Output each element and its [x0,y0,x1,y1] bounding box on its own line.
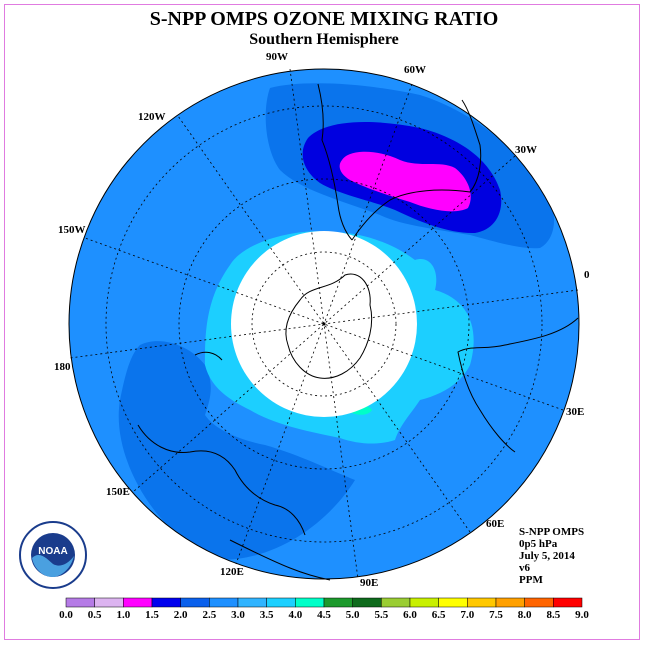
colorbar-swatch [467,597,497,608]
meridian-90w-90e [289,68,359,580]
colorbar-swatch [123,597,153,608]
lon-label-30e: 30E [566,406,584,418]
noaa-logo: NOAA [19,521,87,589]
coastline-new-zealand [194,351,223,361]
colorbar-tick-label: 3.5 [260,609,274,621]
lon-label-0: 0 [584,269,590,281]
lon-label-30w: 30W [515,144,537,156]
lon-label-150e: 150E [106,486,130,498]
lon-label-90w: 90W [266,51,288,63]
info-line-version: v6 [519,562,530,574]
lon-label-90e: 90E [360,577,378,589]
info-block: S-NPP OMPS 0p5 hPa July 5, 2014 v6 PPM [519,526,584,586]
colorbar-swatch [65,597,95,608]
colorbar-swatch [237,597,267,608]
colorbar-tick-label: 9.0 [575,609,589,621]
colorbar-swatch [381,597,411,608]
colorbar-swatch [295,597,325,608]
colorbar: 0.0 0.5 1.0 1.5 2.0 2.5 3.0 3.5 4.0 4.5 5.0 5.5 6.0 6… [59,597,589,621]
chart-title: S-NPP OMPS OZONE MIXING RATIO [149,8,499,30]
colorbar-swatch [180,597,210,608]
colorbar-tick-label: 2.0 [174,609,188,621]
colorbar-tick-label: 2.5 [202,609,216,621]
colorbar-swatch [553,597,583,608]
colorbar-swatch [266,597,296,608]
ozone-field-mid-west [118,341,355,560]
coastline-antarctica [285,273,373,379]
lon-label-60e: 60E [486,518,504,530]
colorbar-tick-label: 0.0 [59,609,73,621]
latitude-circle-inner [251,251,397,397]
colorbar-swatch [524,597,554,608]
coastline-australia [137,424,306,536]
lon-label-120e: 120E [220,566,244,578]
info-line-units: PPM [519,574,543,586]
colorbar-tick-label: 8.0 [518,609,532,621]
ozone-field-max [339,151,471,212]
info-line-level: 0p5 hPa [519,538,558,550]
lon-label-150w: 150W [58,224,86,236]
colorbar-swatch [151,597,181,608]
colorbar-swatch [209,597,239,608]
coastline-indonesia [229,539,331,581]
colorbar-swatch [438,597,468,608]
colorbar-tick-label: 6.0 [403,609,417,621]
colorbar-tick-label: 0.5 [88,609,102,621]
lon-label-120w: 120W [138,111,166,123]
latitude-circle-middle [178,178,470,470]
coastline-south-america [317,83,482,241]
info-line-date: July 5, 2014 [519,550,575,562]
colorbar-tick-label: 7.0 [460,609,474,621]
colorbar-swatch [352,597,382,608]
south-pole-marker [322,322,326,326]
colorbar-tick-label: 5.5 [374,609,388,621]
lon-label-180: 180 [54,361,71,373]
colorbar-tick-label: 5.0 [346,609,360,621]
colorbar-swatch [495,597,525,608]
colorbar-swatch [323,597,353,608]
colorbar-tick-label: 1.5 [145,609,159,621]
colorbar-tick-label: 8.5 [546,609,560,621]
noaa-logo-bird-icon [32,554,74,577]
figure-frame [4,4,640,640]
colorbar-tick-label: 6.5 [432,609,446,621]
colorbar-tick-label: 4.0 [288,609,302,621]
colorbar-tick-label: 7.5 [489,609,503,621]
coastline-africa [457,317,579,453]
colorbar-swatch [409,597,439,608]
map-boundary [68,68,580,580]
colorbar-tick-label: 4.5 [317,609,331,621]
coastlines [137,83,579,581]
colorbar-tick-label: 3.0 [231,609,245,621]
chart-subtitle: Southern Hemisphere [249,31,399,48]
colorbar-swatch [94,597,124,608]
lon-label-60w: 60W [404,64,426,76]
latitude-circle-outer [105,105,543,543]
info-line-satellite: S-NPP OMPS [519,526,585,538]
noaa-logo-text: NOAA [38,546,67,557]
colorbar-tick-label: 1.0 [116,609,130,621]
